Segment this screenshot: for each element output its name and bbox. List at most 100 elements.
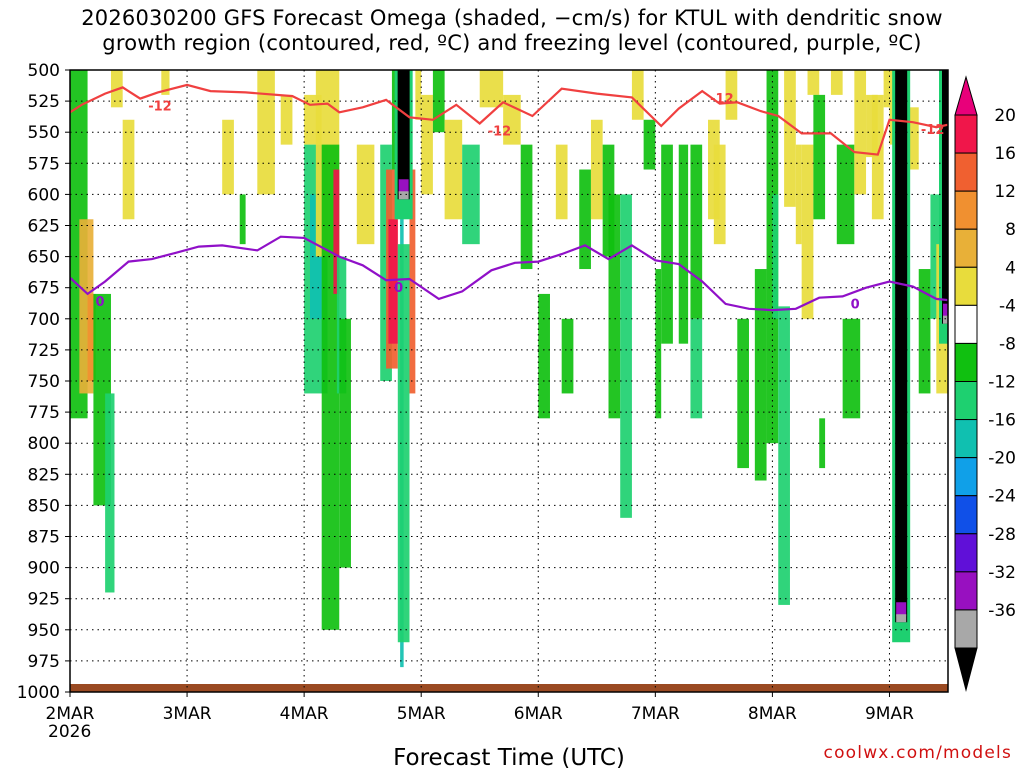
x-axis-year-label: 2026 (48, 722, 91, 742)
y-tick-label: 900 (28, 559, 60, 579)
shade-core (895, 70, 908, 623)
y-tick-label: 775 (28, 403, 60, 423)
y-tick-label: 925 (28, 590, 60, 610)
colorbar-swatch (954, 533, 978, 573)
freezing-level-contour-label: 0 (394, 281, 403, 296)
omega-shading (70, 70, 948, 668)
shade-cell (462, 144, 480, 245)
terrain-ground (70, 684, 948, 692)
y-tick-label: 825 (28, 465, 60, 485)
shade-cell (854, 70, 867, 195)
colorbar-swatch (954, 342, 978, 382)
shade-core-tip (398, 191, 409, 200)
colorbar-swatch (954, 114, 978, 154)
x-axis-title: Forecast Time (UTC) (393, 745, 625, 768)
colorbar-label: -36 (988, 601, 1016, 621)
colorbar-label: 20 (994, 106, 1016, 126)
y-tick-label: 550 (28, 123, 60, 143)
shade-cell (239, 194, 246, 245)
shade-cell (161, 70, 170, 95)
shade-cell (620, 194, 632, 518)
colorbar-label: -28 (988, 525, 1016, 545)
pressure-axis: 500 525 550 575 600 625 650 675 700 725 750 775 800 8… (17, 61, 70, 703)
shade-cell (807, 70, 820, 95)
colorbar-swatch (954, 304, 978, 344)
shade-cell (333, 169, 340, 294)
shade-cell (778, 306, 790, 605)
y-tick-label: 850 (28, 496, 60, 516)
y-tick-label: 600 (28, 185, 60, 205)
dendritic-contour-line (70, 83, 948, 156)
colorbar-label: 8 (1005, 220, 1016, 240)
shade-cell (421, 94, 433, 195)
shade-cell (520, 144, 533, 270)
shade-cell (801, 144, 814, 319)
y-tick-label: 700 (28, 310, 60, 330)
colorbar-bottom-arrow (954, 647, 978, 692)
freezing-level-contour-label: 0 (96, 295, 105, 310)
y-tick-label: 500 (28, 61, 60, 81)
chart-title-line-1: 2026030200 GFS Forecast Omega (shaded, −… (81, 6, 943, 30)
dendritic-contour-label: -12 (148, 100, 172, 115)
shade-core-tip (896, 614, 907, 623)
colorbar-swatch (954, 190, 978, 230)
colorbar-swatch (954, 228, 978, 268)
shade-cell (813, 94, 826, 220)
shade-cell (415, 70, 422, 120)
shade-cell (479, 70, 504, 108)
colorbar-swatch (954, 152, 978, 192)
shade-cell (608, 194, 621, 419)
shade-cell (222, 119, 234, 195)
shade-cell (690, 144, 703, 319)
shade-cell (105, 393, 115, 593)
shade-cell (725, 70, 738, 120)
shade-cell (795, 144, 802, 245)
shade-cell (918, 269, 931, 394)
shade-cell (397, 244, 410, 643)
shade-cell (655, 269, 662, 419)
colorbar-swatch (954, 381, 978, 421)
colorbar-label: -12 (988, 373, 1016, 393)
x-tick-label: 8MAR (748, 704, 797, 724)
dendritic-contour-label: -12 (488, 124, 512, 139)
x-tick-label: 9MAR (865, 704, 914, 724)
y-tick-label: 875 (28, 528, 60, 548)
colorbar-top-arrow (954, 75, 978, 116)
y-tick-label: 800 (28, 434, 60, 454)
shade-cell (280, 94, 293, 145)
shade-cell (122, 119, 135, 220)
contour-lines: -12 -12 -12 -12 0 0 0 (70, 83, 948, 312)
time-axis: 2MAR 3MAR 4MAR 5MAR 6MAR 7MAR 8MAR 9MAR (46, 692, 914, 724)
colorbar-label: 4 (1005, 258, 1016, 278)
colorbar-swatch (954, 609, 978, 649)
shade-cell (883, 70, 890, 108)
shade-cell (690, 318, 703, 419)
shade-cell (555, 144, 568, 220)
x-tick-label: 5MAR (397, 704, 446, 724)
y-tick-label: 950 (28, 621, 60, 641)
colorbar-swatch (954, 419, 978, 459)
shade-cell (643, 119, 656, 170)
shade-cell (842, 318, 861, 419)
shade-cell (444, 119, 463, 220)
shade-cell (784, 70, 796, 207)
y-tick-label: 750 (28, 372, 60, 392)
shade-cell (388, 219, 398, 344)
x-tick-label: 4MAR (280, 704, 329, 724)
shade-cell (830, 70, 843, 95)
shade-cell (907, 107, 919, 170)
x-tick-label: 7MAR (631, 704, 680, 724)
shade-cell (754, 269, 767, 481)
colorbar-label: -4 (999, 296, 1016, 316)
y-tick-label: 675 (28, 279, 60, 299)
shade-core-tip (943, 303, 948, 318)
colorbar-label: 12 (994, 182, 1016, 202)
x-tick-label: 2MAR (46, 704, 95, 724)
colorbar-label: 16 (994, 144, 1016, 164)
colorbar-label: -20 (988, 449, 1016, 469)
colorbar-swatch (954, 495, 978, 535)
y-tick-label: 975 (28, 652, 60, 672)
y-tick-label: 625 (28, 217, 60, 237)
chart-title-line-2: growth region (contoured, red, ºC) and f… (102, 31, 922, 55)
